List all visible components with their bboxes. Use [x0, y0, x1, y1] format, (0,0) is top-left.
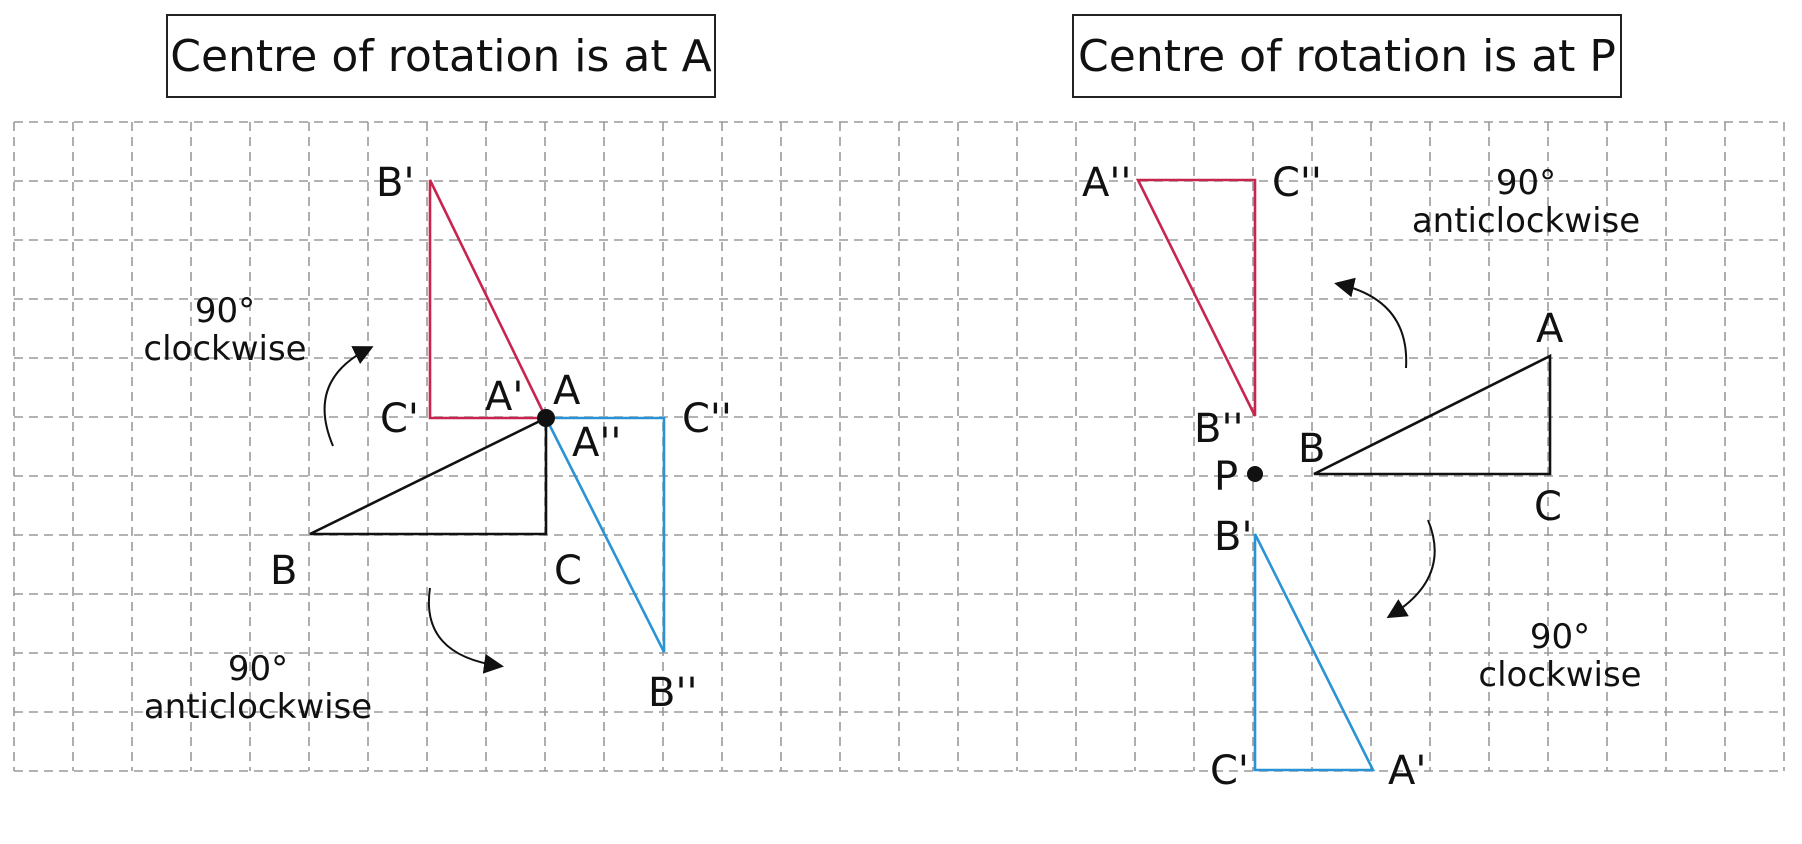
right-anticlockwise-image-triangle: [1135, 178, 1257, 417]
right-note-clockwise-degrees: 90°: [1530, 617, 1590, 657]
left-label-C1: C': [380, 396, 419, 442]
right-label-C1: C': [1210, 748, 1249, 794]
left-note-clockwise-word: clockwise: [143, 329, 306, 369]
left-label-B1: B': [376, 160, 414, 206]
right-label-B: B: [1298, 426, 1325, 472]
right-note-anticlockwise-word: anticlockwise: [1412, 201, 1640, 241]
left-label-B2: B'': [648, 670, 697, 716]
left-label-C: C: [554, 548, 582, 594]
right-note-clockwise-word: clockwise: [1478, 655, 1641, 695]
right-label-A: A: [1536, 306, 1564, 352]
left-label-C2: C'': [682, 396, 732, 442]
right-anticlockwise-arrow-icon: [1334, 277, 1408, 369]
right-clockwise-arrow-icon: [1386, 519, 1436, 619]
title-left: Centre of rotation is at A: [166, 14, 716, 98]
left-clockwise-arrow-icon: [323, 346, 374, 447]
right-original-triangle: [1313, 353, 1552, 476]
title-right: Centre of rotation is at P: [1072, 14, 1622, 98]
left-label-A: A: [553, 368, 581, 414]
right-centre-point: [1247, 466, 1263, 482]
left-note-clockwise-degrees: 90°: [195, 291, 255, 331]
left-note-anticlockwise-word: anticlockwise: [144, 687, 372, 727]
right-label-P: P: [1214, 454, 1238, 500]
left-original-triangle: [309, 415, 548, 536]
left-anticlockwise-image-triangle: [543, 416, 666, 653]
right-label-A2: A'': [1082, 160, 1131, 206]
right-label-B2: B'': [1194, 406, 1243, 452]
left-anticlockwise-arrow-icon: [427, 587, 504, 674]
right-label-B1: B': [1214, 514, 1252, 560]
left-label-A1: A': [485, 374, 523, 420]
right-clockwise-image-triangle: [1253, 533, 1376, 772]
right-label-C2: C'': [1272, 160, 1322, 206]
left-label-B: B: [270, 548, 297, 594]
left-label-A2: A'': [572, 420, 621, 466]
right-note-anticlockwise-degrees: 90°: [1496, 163, 1556, 203]
left-note-anticlockwise-degrees: 90°: [228, 649, 288, 689]
right-label-C: C: [1534, 484, 1562, 530]
right-label-A1: A': [1388, 748, 1426, 794]
square-grid: [13, 121, 1785, 772]
left-clockwise-image-triangle: [428, 179, 549, 420]
left-centre-point: [537, 409, 555, 427]
